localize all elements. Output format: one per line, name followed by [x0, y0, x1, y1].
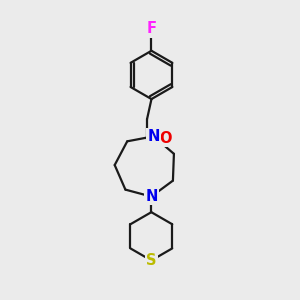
Text: S: S [146, 253, 157, 268]
Text: N: N [145, 189, 158, 204]
Text: N: N [147, 129, 160, 144]
Text: F: F [146, 22, 157, 37]
Text: O: O [159, 131, 172, 146]
